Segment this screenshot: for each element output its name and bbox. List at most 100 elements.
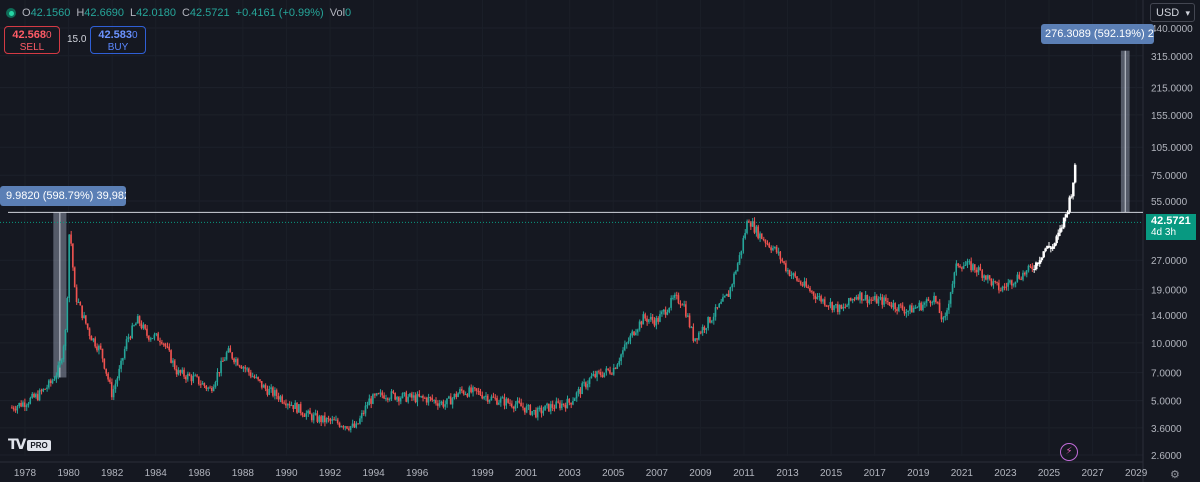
candle <box>499 398 502 403</box>
candle <box>810 291 813 293</box>
candle <box>1060 227 1064 229</box>
candle <box>1005 286 1008 288</box>
candle <box>146 328 148 336</box>
measure-label-left[interactable]: 9.9820 (598.79%) 39,982.0 <box>0 186 126 206</box>
candle <box>664 309 667 315</box>
candle <box>773 246 776 249</box>
candle <box>214 382 217 387</box>
candle <box>55 375 57 380</box>
candle <box>153 334 156 339</box>
measure-tools[interactable] <box>53 50 1130 378</box>
candle <box>786 270 789 272</box>
candle <box>1014 281 1017 284</box>
candle <box>77 302 80 304</box>
candle <box>505 398 507 406</box>
candle <box>375 393 378 396</box>
x-tick-label: 2005 <box>602 468 625 479</box>
candle <box>31 393 33 398</box>
candle <box>351 423 354 427</box>
candle <box>166 346 169 348</box>
candle <box>790 274 793 276</box>
tradingview-logo-icon[interactable]: TV PRO <box>8 437 51 453</box>
candle <box>816 297 819 299</box>
candle <box>346 426 348 429</box>
candle <box>823 299 826 306</box>
candle <box>872 299 874 301</box>
candle <box>579 389 582 395</box>
candle <box>57 365 59 376</box>
candle <box>35 394 37 398</box>
candle <box>638 321 641 330</box>
candle <box>225 352 228 360</box>
current-price-countdown: 4d 3h <box>1151 227 1177 239</box>
candle <box>1009 280 1011 283</box>
candle <box>353 423 356 428</box>
candle <box>540 407 543 414</box>
y-tick-label: 2.6000 <box>1151 451 1182 462</box>
candle <box>299 404 302 413</box>
quantity-field[interactable]: 15.0 <box>67 34 87 45</box>
candle <box>636 329 639 333</box>
horizontal-lines[interactable] <box>0 211 1143 223</box>
candle <box>177 370 180 375</box>
x-tick-label: 1994 <box>362 468 385 479</box>
candle <box>686 315 689 317</box>
candle <box>49 380 52 384</box>
buy-button[interactable]: 42.5830 BUY <box>90 26 146 54</box>
candle <box>122 358 124 361</box>
candle <box>575 392 578 399</box>
candle <box>423 397 426 399</box>
candle <box>425 398 428 403</box>
candle <box>820 296 822 302</box>
candle <box>409 393 411 397</box>
candle <box>772 248 774 251</box>
gear-icon[interactable]: ⚙ <box>1170 469 1180 481</box>
y-tick-label: 3.6000 <box>1151 424 1182 435</box>
status-dot-icon[interactable] <box>6 8 16 18</box>
y-tick-label: 105.0000 <box>1151 143 1193 154</box>
candle <box>601 375 604 377</box>
x-tick-label: 1986 <box>188 468 211 479</box>
candle <box>651 316 654 321</box>
candle <box>401 393 404 398</box>
change-value: +0.4161 (+0.99%) <box>235 7 324 19</box>
candle <box>160 342 163 344</box>
candle <box>414 395 417 403</box>
candle <box>407 396 409 402</box>
candle <box>120 360 122 369</box>
candle <box>1048 245 1051 248</box>
x-tick-label: 1992 <box>319 468 342 479</box>
candle <box>994 281 996 283</box>
price-axis[interactable]: 440.0000 315.0000 215.0000 155.0000 105.0000… <box>1151 24 1193 462</box>
candle <box>10 407 13 409</box>
lightning-icon[interactable]: ⚡ <box>1060 443 1078 461</box>
currency-selector[interactable]: USD <box>1150 3 1195 23</box>
candle <box>699 332 702 334</box>
candle <box>833 305 835 311</box>
candle <box>460 389 463 391</box>
candle <box>362 413 365 415</box>
candle <box>605 368 607 373</box>
sell-button[interactable]: 42.5680 SELL <box>4 26 60 54</box>
candle <box>222 360 224 362</box>
candle <box>894 303 896 310</box>
candle <box>281 396 283 403</box>
candle <box>494 397 496 399</box>
x-tick-label: 2027 <box>1081 468 1104 479</box>
candle <box>662 309 665 312</box>
candle <box>570 402 572 405</box>
candle <box>736 263 739 272</box>
candle <box>623 344 626 351</box>
x-tick-label: 2009 <box>689 468 712 479</box>
candle <box>677 295 680 304</box>
candle <box>110 382 113 398</box>
measure-label-right[interactable]: 276.3089 (592.19%) 2 <box>1041 24 1154 44</box>
candle <box>531 411 533 415</box>
candle <box>896 309 898 311</box>
candle <box>272 387 274 396</box>
candle <box>305 413 307 417</box>
candle <box>907 310 909 312</box>
time-axis[interactable]: 1978 1980 1982 1984 1986 1988 1990 1992 1994 1996… <box>14 468 1148 479</box>
candle <box>207 387 209 389</box>
